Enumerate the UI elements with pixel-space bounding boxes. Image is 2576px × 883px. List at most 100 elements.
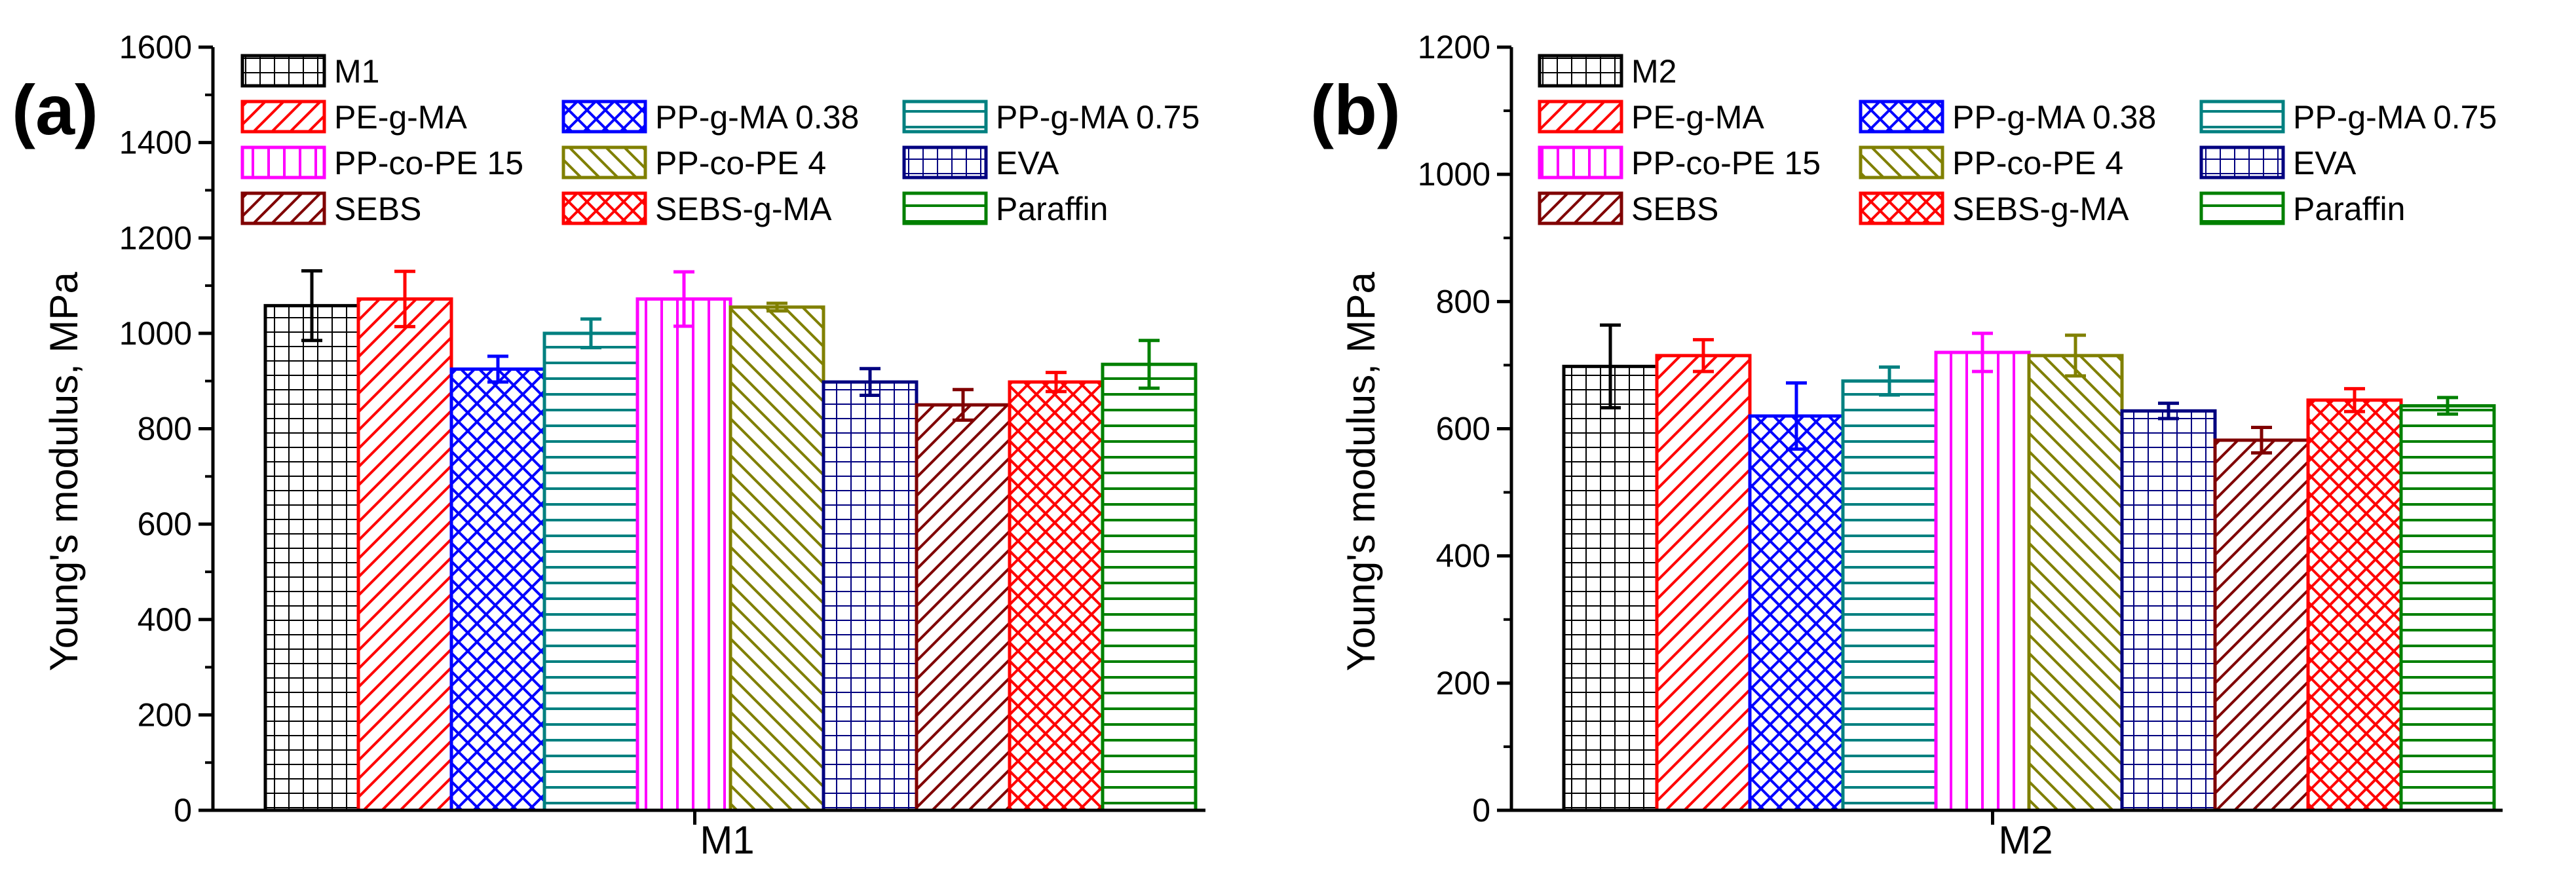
panel-a-y-tick-label: 1400: [119, 124, 192, 161]
panel-b-bar: [1748, 414, 1845, 812]
panel-a-legend-label: SEBS: [334, 191, 421, 227]
panel-a-y-tick-label: 800: [138, 411, 192, 447]
panel-a-legend-swatch: [902, 100, 988, 134]
panel-b-bar: [2399, 404, 2496, 812]
panel-b-error-bar: [1972, 331, 1993, 373]
panel-a-error-bar: [953, 388, 974, 422]
panel-b-chart: (b) Young's modulus, MPa M2 0 200 400 600 80…: [1310, 29, 2503, 862]
panel-a-legend-swatch: [240, 100, 326, 134]
panel-b-legend-label: PP-g-MA 0.75: [2293, 99, 2497, 136]
panel-b-legend-swatch: [2199, 145, 2285, 179]
panel-a-label: (a): [12, 70, 98, 149]
panel-b-legend-label: EVA: [2293, 145, 2357, 181]
panel-b-y-tick-label: 600: [1436, 411, 1490, 447]
panel-a-bar: [822, 380, 919, 812]
panel-a-legend-swatch: [902, 145, 988, 179]
panel-a-legend-swatch: [240, 54, 326, 88]
panel-b-error-bar: [1693, 338, 1714, 373]
panel-b-legend-swatch: [2199, 191, 2285, 225]
panel-a-error-bar: [301, 269, 322, 343]
panel-a-y-tick-label: 200: [138, 696, 192, 733]
panel-a-legend-swatch: [902, 191, 988, 225]
panel-b-legend-swatch: [1859, 145, 1944, 179]
panel-b-error-bar: [2344, 386, 2365, 413]
panel-a-error-bar: [580, 317, 601, 350]
panel-b-bar: [2213, 438, 2310, 812]
panel-b-bar: [1562, 364, 1659, 812]
panel-b-label: (b): [1310, 70, 1401, 149]
panel-b-legend-swatch: [1538, 100, 1623, 134]
panel-a-bar: [263, 304, 360, 812]
panel-a-y-tick-label: 1000: [119, 315, 192, 352]
panel-b-y-tick-label: 200: [1436, 665, 1490, 702]
panel-a-bar: [635, 297, 732, 812]
panel-a-error-bar: [673, 270, 694, 328]
panel-a-chart: (a) Young's modulus, MPa M1 0 200 400 600 80…: [12, 29, 1205, 862]
panel-b-y-tick-label: 1200: [1418, 29, 1490, 66]
panel-b-error-bar: [2065, 333, 2086, 378]
panel-a-legend-swatch: [561, 191, 647, 225]
panel-b-legend-swatch: [1538, 191, 1623, 225]
panel-a-y-tick-label: 600: [138, 506, 192, 542]
panel-a-legend-swatch: [561, 145, 647, 179]
panel-a-legend-label: SEBS-g-MA: [655, 191, 832, 227]
panel-a-bar: [915, 403, 1012, 812]
panel-a-error-bar: [394, 269, 415, 329]
panel-a-bar: [542, 331, 639, 812]
panel-b-legend-label: M2: [1631, 53, 1676, 90]
panel-b-bar: [2027, 354, 2124, 812]
panel-a-axes: 0 200 400 600 800 1000 1200 1400 1600: [119, 29, 1205, 829]
panel-b-legend-swatch: [1859, 100, 1944, 134]
panel-a-bars: [263, 269, 1198, 812]
panel-a-bar: [1008, 380, 1105, 812]
panel-b-legend-swatch: [1538, 145, 1623, 179]
panel-b-bar: [2306, 398, 2403, 812]
panel-a-legend-label: PP-co-PE 4: [655, 145, 826, 181]
panel-a-y-tick-label: 1200: [119, 219, 192, 256]
panel-a-legend: M1 PE-g-MA PP-g-MA 0.38 PP-g-MA 0.75 PP-co-P…: [240, 53, 1200, 227]
panel-a-legend-label: PP-g-MA 0.75: [996, 99, 1200, 136]
panel-a-bar: [729, 305, 825, 812]
panel-b-y-tick-label: 1000: [1418, 156, 1490, 193]
panel-a-bar: [1101, 362, 1198, 812]
panel-b-legend-swatch: [1538, 54, 1623, 88]
panel-b-bar: [1841, 379, 1938, 812]
panel-b-error-bar: [1600, 323, 1621, 409]
panel-b-legend-label: SEBS: [1631, 191, 1718, 227]
panel-b-error-bar: [1786, 381, 1807, 451]
panel-a-y-tick-label: 400: [138, 601, 192, 638]
panel-a-bar: [356, 297, 453, 812]
panel-a-legend-label: EVA: [996, 145, 1059, 181]
panel-a-legend-swatch: [561, 100, 647, 134]
panel-a-y-tick-label: 1600: [119, 29, 192, 66]
panel-a-y-axis-label: Young's modulus, MPa: [42, 272, 86, 671]
panel-a-error-bar: [487, 354, 508, 384]
panel-b-error-bar: [1879, 365, 1900, 397]
panel-a-error-bar: [860, 367, 881, 398]
panel-a-legend-label: PP-co-PE 15: [334, 145, 523, 181]
panel-b-legend: M2 PE-g-MA PP-g-MA 0.38 PP-g-MA 0.75 PP-co-P…: [1538, 53, 2497, 227]
panel-b-legend-swatch: [1859, 191, 1944, 225]
panel-b-legend-label: PP-co-PE 15: [1631, 145, 1821, 181]
panel-b-bar: [1934, 350, 2031, 812]
panel-b-y-axis-label: Young's modulus, MPa: [1339, 272, 1383, 671]
panel-a-error-bar: [767, 301, 787, 313]
panel-b-y-tick-label: 0: [1472, 792, 1490, 829]
panel-b-x-axis-label: M2: [1998, 818, 2053, 862]
panel-a-legend-label: PP-g-MA 0.38: [655, 99, 859, 136]
panel-a-x-axis-label: M1: [700, 818, 754, 862]
panel-a-error-bar: [1046, 371, 1067, 394]
panel-b-legend-label: PP-co-PE 4: [1952, 145, 2123, 181]
panel-b-bars: [1562, 323, 2496, 812]
panel-b-error-bar: [2437, 396, 2458, 416]
panel-b-legend-label: PP-g-MA 0.38: [1952, 99, 2156, 136]
panel-b-legend-label: Paraffin: [2293, 191, 2405, 227]
panel-a-legend-label: M1: [334, 53, 379, 90]
panel-b-error-bar: [2251, 426, 2272, 455]
panel-a-legend-label: Paraffin: [996, 191, 1108, 227]
panel-a-y-tick-label: 0: [174, 792, 192, 829]
panel-a-error-bar: [1139, 339, 1160, 390]
panel-a-legend-swatch: [240, 191, 326, 225]
panel-b-y-tick-label: 400: [1436, 538, 1490, 574]
